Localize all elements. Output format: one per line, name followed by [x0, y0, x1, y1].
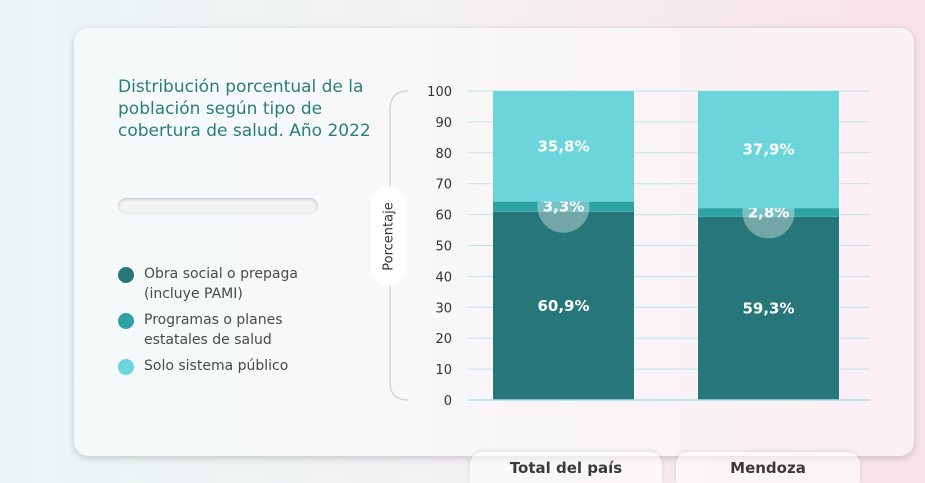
data-label: 37,9% — [742, 141, 794, 159]
data-label: 60,9% — [537, 297, 589, 315]
y-tick-label: 70 — [435, 178, 452, 193]
chart-title: Distribución porcentual de la población … — [118, 77, 371, 141]
legend: Obra social o prepaga (incluye PAMI) Pro… — [118, 264, 358, 382]
y-tick-label: 90 — [435, 116, 452, 131]
y-tick-label: 50 — [435, 240, 452, 255]
legend-item-obra-social: Obra social o prepaga (incluye PAMI) — [118, 264, 358, 304]
y-tick-label: 80 — [435, 147, 452, 162]
bar-segment — [493, 201, 634, 212]
y-axis-label: Porcentaje — [371, 186, 407, 286]
bar-segment — [698, 91, 839, 209]
legend-label: Programas o planes estatales de salud — [144, 312, 283, 348]
y-axis-label-text: Porcentaje — [381, 201, 397, 271]
legend-swatch — [118, 267, 134, 283]
tab-mendoza[interactable]: Mendoza — [676, 452, 860, 483]
data-label: 3,3% — [543, 198, 585, 216]
y-tick-label: 20 — [435, 332, 452, 347]
y-tick-label: 0 — [444, 394, 452, 409]
y-tick-label: 60 — [435, 209, 452, 224]
legend-label: Solo sistema público — [144, 358, 289, 374]
slider-track[interactable] — [118, 198, 318, 214]
legend-label: Obra social o prepaga (incluye PAMI) — [144, 266, 298, 302]
y-tick-label: 10 — [435, 363, 452, 378]
legend-swatch — [118, 359, 134, 375]
bar-segment — [493, 211, 634, 400]
legend-item-publico: Solo sistema público — [118, 356, 358, 376]
bar-segment — [493, 91, 634, 202]
data-label: 35,8% — [537, 137, 589, 155]
legend-swatch — [118, 313, 134, 329]
y-tick-label: 30 — [435, 301, 452, 316]
y-tick-label: 100 — [427, 85, 452, 100]
bar-segment — [698, 208, 839, 217]
legend-item-programas: Programas o planes estatales de salud — [118, 310, 358, 350]
y-tick-label: 40 — [435, 270, 452, 285]
tab-total-del-pais[interactable]: Total del país — [470, 452, 662, 483]
bar-segment — [698, 216, 839, 400]
data-label: 59,3% — [742, 299, 794, 317]
